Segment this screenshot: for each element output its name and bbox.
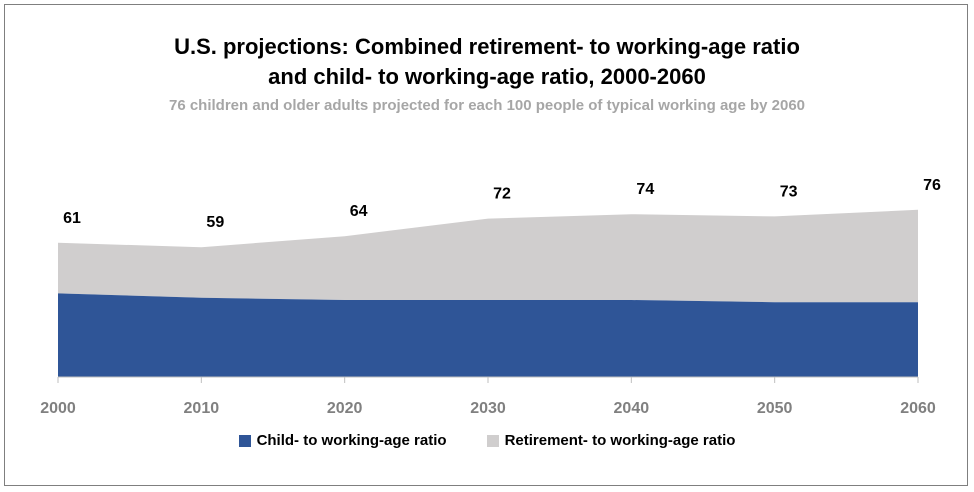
total-data-label: 73 bbox=[780, 183, 798, 200]
x-tick-label: 2050 bbox=[757, 400, 793, 417]
legend-item-retirement: Retirement- to working-age ratio bbox=[486, 432, 736, 449]
x-tick-label: 2030 bbox=[470, 400, 506, 417]
chart-title-line-2: and child- to working-age ratio, 2000-20… bbox=[268, 64, 706, 89]
x-tick-label: 2000 bbox=[40, 400, 76, 417]
total-data-label: 76 bbox=[923, 177, 941, 194]
x-tick-label: 2060 bbox=[900, 400, 936, 417]
total-data-label: 72 bbox=[493, 186, 511, 203]
x-tick-label: 2040 bbox=[614, 400, 650, 417]
legend-swatch-retirement bbox=[486, 434, 499, 447]
area-retirement bbox=[58, 209, 918, 303]
area-child bbox=[58, 293, 918, 377]
total-data-label: 61 bbox=[63, 210, 81, 227]
x-tick-label: 2010 bbox=[184, 400, 220, 417]
legend-swatch-child bbox=[238, 434, 251, 447]
legend: Child- to working-age ratio Retirement- … bbox=[0, 432, 974, 449]
chart-title-line-1: U.S. projections: Combined retirement- t… bbox=[174, 34, 800, 59]
total-data-label: 64 bbox=[350, 203, 368, 220]
total-data-label: 59 bbox=[206, 214, 224, 231]
total-data-label: 74 bbox=[636, 181, 654, 198]
legend-label-retirement: Retirement- to working-age ratio bbox=[504, 432, 736, 449]
legend-item-child: Child- to working-age ratio bbox=[238, 432, 447, 449]
chart-subtitle: 76 children and older adults projected f… bbox=[168, 97, 806, 114]
legend-label-child: Child- to working-age ratio bbox=[256, 432, 447, 449]
x-tick-label: 2020 bbox=[327, 400, 363, 417]
